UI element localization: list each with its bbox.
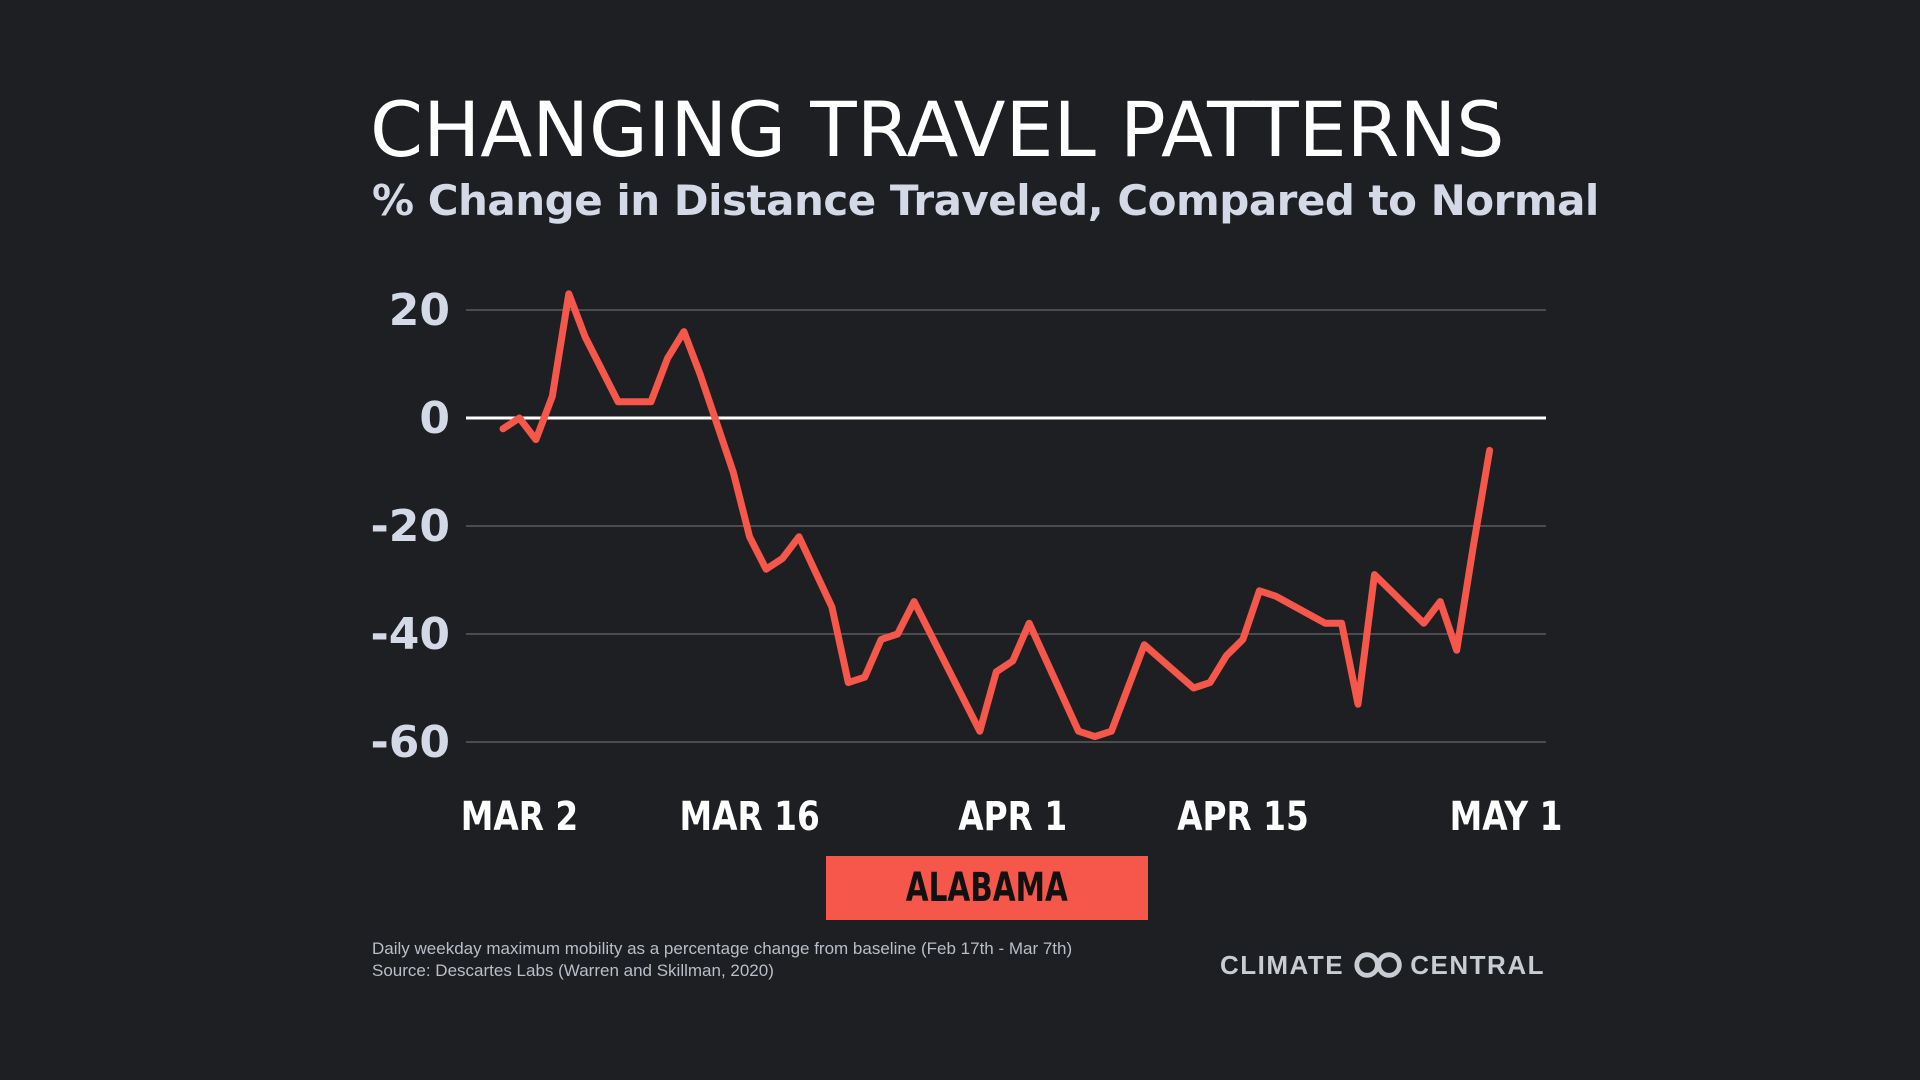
x-tick-label: MAR 2 bbox=[461, 793, 578, 840]
y-tick-label: -60 bbox=[371, 717, 451, 768]
footnote: Daily weekday maximum mobility as a perc… bbox=[372, 938, 1072, 982]
y-tick-label: -40 bbox=[371, 609, 451, 660]
chart-title: CHANGING TRAVEL PATTERNS bbox=[370, 85, 1505, 174]
climate-central-logo: CLIMATE CENTRAL bbox=[1220, 944, 1545, 986]
footnote-methodology: Daily weekday maximum mobility as a perc… bbox=[372, 939, 1073, 958]
x-tick-label: MAR 16 bbox=[679, 793, 819, 840]
y-tick-label: 20 bbox=[389, 285, 450, 336]
chart-subtitle: % Change in Distance Traveled, Compared … bbox=[372, 176, 1599, 225]
x-tick-label: APR 1 bbox=[958, 793, 1067, 840]
y-tick-label: -20 bbox=[371, 501, 451, 552]
y-tick-label: 0 bbox=[419, 393, 450, 444]
series-line bbox=[499, 290, 1494, 741]
climate-central-logo-icon bbox=[1354, 952, 1402, 978]
region-badge-label: ALABAMA bbox=[905, 865, 1068, 911]
logo-word-climate: CLIMATE bbox=[1220, 949, 1345, 980]
x-tick-label: APR 15 bbox=[1177, 793, 1309, 840]
footnote-source: Source: Descartes Labs (Warren and Skill… bbox=[372, 961, 774, 980]
x-tick-label: MAY 1 bbox=[1450, 793, 1563, 840]
region-badge: ALABAMA bbox=[826, 856, 1148, 920]
logo-word-central: CENTRAL bbox=[1410, 949, 1545, 980]
